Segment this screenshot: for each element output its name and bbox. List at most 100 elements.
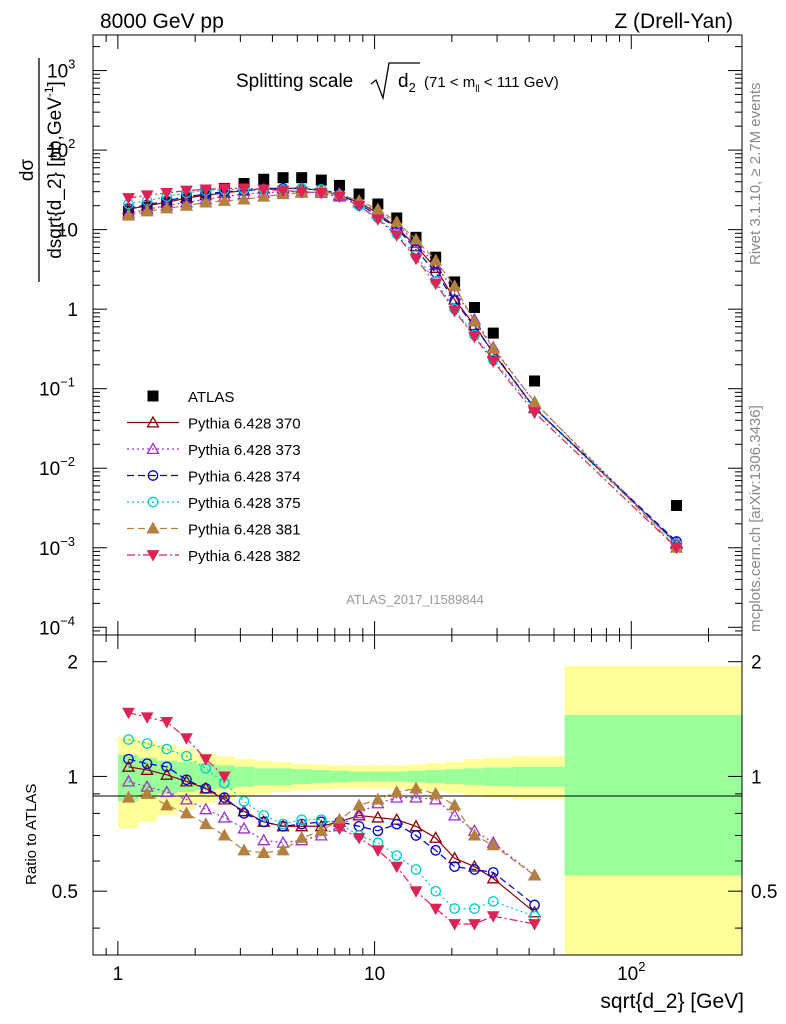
plot-title: Splitting scale bbox=[236, 71, 353, 92]
ratio-point bbox=[372, 825, 384, 837]
mc-point bbox=[409, 253, 423, 266]
ratio-point bbox=[121, 790, 136, 803]
mc-point bbox=[527, 395, 542, 408]
ratio-point bbox=[410, 864, 422, 875]
data-point bbox=[296, 172, 308, 184]
legend: ATLAS Pythia 6.428 370 Pythia 6.428 373 Pyt… bbox=[127, 389, 301, 565]
ratio-point bbox=[371, 845, 385, 857]
legend-label: Pythia 6.428 370 bbox=[188, 416, 301, 433]
collision-label: 8000 GeV pp bbox=[100, 10, 224, 33]
mc-point bbox=[217, 194, 232, 206]
title-prefix: Splitting scale bbox=[236, 71, 353, 92]
ratio-point bbox=[141, 738, 153, 749]
stat-band-bin bbox=[234, 766, 255, 787]
stat-band-bin bbox=[329, 770, 350, 783]
ratio-point bbox=[390, 861, 404, 874]
y-axis-title-numerator: dσ bbox=[17, 159, 38, 182]
mc-point bbox=[371, 214, 385, 226]
mc-point bbox=[449, 295, 460, 306]
ratio-point bbox=[295, 819, 309, 832]
ratio-point bbox=[140, 712, 154, 724]
mc-point bbox=[179, 198, 194, 211]
data-point bbox=[487, 327, 499, 339]
legend-marker bbox=[147, 496, 159, 508]
ratio-point bbox=[123, 734, 134, 745]
ratio-point bbox=[352, 808, 366, 821]
y-axis-title-denominator: dsqrt{d_2} [pb,GeV-1] bbox=[42, 81, 66, 259]
ratio-line bbox=[339, 827, 535, 925]
stat-band-bin bbox=[349, 771, 369, 782]
series-line bbox=[128, 191, 677, 545]
y-tick-label: 103 bbox=[47, 57, 75, 83]
mc-point bbox=[468, 331, 481, 344]
ratio-point bbox=[161, 761, 173, 773]
ratio-point bbox=[430, 885, 442, 897]
ratio-y-tick-label-right: 0.5 bbox=[751, 882, 777, 903]
legend-label: Pythia 6.428 374 bbox=[188, 469, 301, 486]
stat-band-bin bbox=[292, 769, 312, 785]
mc-point bbox=[160, 201, 174, 214]
analysis-id-label: ATLAS_2017_I1589844 bbox=[346, 592, 484, 607]
data-point bbox=[333, 179, 345, 191]
ratio-point bbox=[179, 806, 194, 819]
series-6 bbox=[122, 183, 683, 555]
title-sqrt-symbol bbox=[370, 62, 420, 101]
series-line bbox=[128, 187, 677, 549]
mc-point bbox=[409, 232, 423, 245]
ratio-point bbox=[200, 783, 212, 794]
ratio-point bbox=[447, 808, 462, 821]
ratio-point bbox=[448, 919, 461, 931]
legend-marker bbox=[146, 521, 160, 534]
mc-point bbox=[218, 183, 231, 195]
ratio-line bbox=[128, 712, 225, 777]
stat-band-bin bbox=[387, 771, 407, 782]
ratio-point bbox=[199, 817, 213, 830]
ratio-point bbox=[238, 796, 250, 807]
stat-band-bin bbox=[406, 770, 426, 783]
process-label: Z (Drell-Yan) bbox=[614, 10, 733, 33]
ratio-point bbox=[333, 823, 346, 836]
ratio-point bbox=[469, 903, 480, 914]
ratio-point bbox=[179, 792, 194, 805]
ratio-point bbox=[429, 787, 443, 799]
ratio-point bbox=[449, 861, 460, 872]
mc-point bbox=[237, 183, 251, 195]
mc-point bbox=[180, 185, 193, 198]
ratio-point bbox=[352, 832, 366, 845]
mc-point bbox=[390, 230, 404, 242]
ratio-point bbox=[140, 787, 154, 799]
ratio-point bbox=[487, 867, 499, 878]
main-frame bbox=[92, 34, 743, 636]
ratio-point bbox=[528, 919, 541, 931]
y-tick-label: 10−2 bbox=[39, 454, 75, 480]
rivet-version-label: Rivet 3.1.10, ≥ 2.7M events bbox=[747, 83, 764, 266]
legend-label: Pythia 6.428 373 bbox=[188, 442, 301, 459]
mc-point bbox=[429, 261, 443, 273]
stat-band-bin bbox=[272, 768, 293, 785]
ratio-y-tick-label-right: 2 bbox=[751, 653, 762, 674]
mc-point bbox=[122, 193, 135, 205]
mc-point bbox=[295, 186, 309, 199]
y-axis-title: dσ dsqrt{d_2} [pb,GeV-1] bbox=[17, 58, 66, 282]
ratio-point bbox=[180, 733, 193, 745]
data-point bbox=[670, 499, 682, 511]
ratio-point bbox=[217, 810, 232, 823]
mc-point bbox=[276, 185, 290, 198]
mc-point bbox=[160, 187, 174, 200]
series-line bbox=[128, 191, 677, 549]
ratio-point bbox=[276, 843, 290, 856]
legend-label: Pythia 6.428 375 bbox=[188, 495, 301, 512]
y-tick-label: 10−1 bbox=[39, 375, 75, 401]
title-cut: (71 < mll < 111 GeV) bbox=[424, 74, 559, 95]
series-3 bbox=[123, 183, 682, 547]
ratio-point bbox=[430, 844, 442, 856]
ratio-point bbox=[371, 792, 385, 805]
ratio-point bbox=[121, 774, 136, 787]
ratio-point bbox=[217, 792, 232, 805]
stat-band-bin bbox=[254, 768, 273, 785]
ratio-point bbox=[469, 864, 480, 875]
y-tick-label: 10 bbox=[57, 221, 78, 242]
ratio-point bbox=[179, 774, 194, 787]
ratio-point bbox=[160, 767, 174, 780]
